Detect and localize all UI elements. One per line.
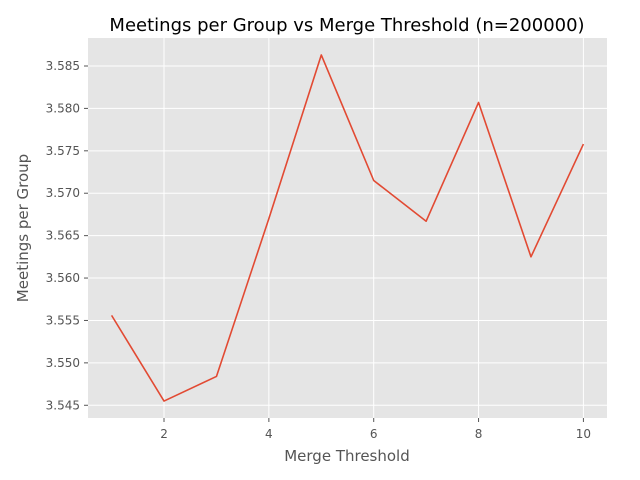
x-tick-label: 10 <box>576 427 591 441</box>
axis-ticks: 2 4 6 8 10 3.545 3.550 3.555 3.560 3.565 3.570 3.57… <box>46 59 591 441</box>
chart-title: Meetings per Group vs Merge Threshold (n… <box>109 15 584 36</box>
x-tick-label: 6 <box>370 427 378 441</box>
y-tick-label: 3.545 <box>46 398 80 412</box>
grid <box>88 38 607 418</box>
y-tick-label: 3.580 <box>46 101 80 115</box>
x-axis-label: Merge Threshold <box>284 447 410 465</box>
y-tick-label: 3.570 <box>46 186 80 200</box>
y-tick-label: 3.575 <box>46 144 80 158</box>
y-tick-label: 3.555 <box>46 313 80 327</box>
y-tick-label: 3.565 <box>46 229 80 243</box>
series-line <box>110 54 585 402</box>
y-axis-label: Meetings per Group <box>14 154 32 302</box>
y-tick-label: 3.585 <box>46 59 80 73</box>
x-tick-label: 2 <box>160 427 168 441</box>
series-layer <box>110 54 585 402</box>
plot-area <box>88 38 607 418</box>
y-tick-label: 3.560 <box>46 271 80 285</box>
x-tick-label: 4 <box>265 427 273 441</box>
x-tick-label: 8 <box>475 427 483 441</box>
y-tick-label: 3.550 <box>46 356 80 370</box>
